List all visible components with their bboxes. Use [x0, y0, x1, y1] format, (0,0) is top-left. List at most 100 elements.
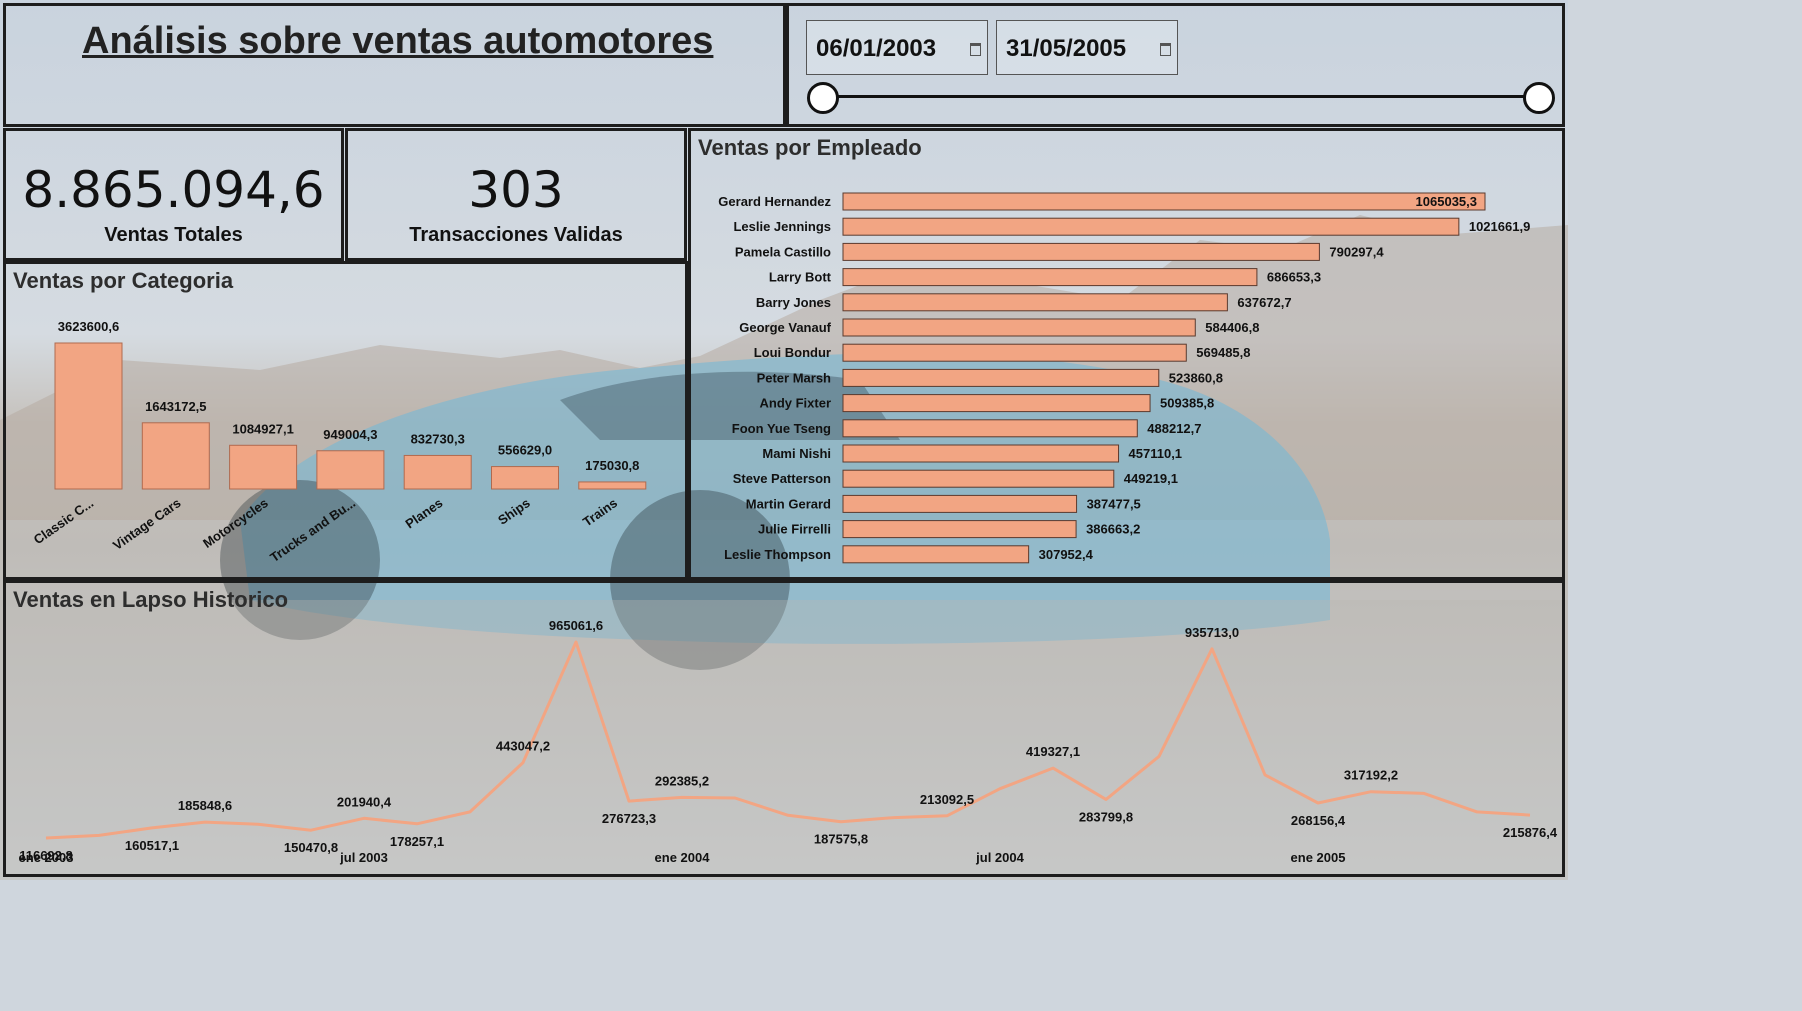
history-line-chart: 116692,8 160517,1 185848,6 150470,8 201940,4…	[19, 618, 1558, 865]
employee-bar	[842, 394, 1151, 413]
category-value-label: 949004,3	[323, 427, 377, 442]
history-point-label: 965061,6	[549, 618, 603, 633]
employee-value-label: 457110,1	[1129, 446, 1183, 461]
transactions-value: 303	[468, 161, 564, 219]
category-axis-label: Ships	[495, 495, 533, 528]
employee-value-label: 790297,4	[1329, 244, 1384, 259]
date-filter-panel: 06/01/2003 31/05/2005	[786, 3, 1565, 127]
employee-name-label: Larry Bott	[769, 270, 832, 285]
employee-bar	[842, 343, 1187, 362]
employee-name-label: Barry Jones	[756, 295, 831, 310]
history-point-label: 268156,4	[1291, 813, 1346, 828]
history-point-label: 276723,3	[602, 811, 656, 826]
employee-name-label: Andy Fixter	[759, 396, 831, 411]
history-point-label: 419327,1	[1026, 744, 1080, 759]
category-value-label: 1084927,1	[232, 421, 293, 436]
employee-value-label: 1065035,3	[1416, 194, 1477, 209]
employee-name-label: Steve Patterson	[733, 471, 831, 486]
history-chart-panel: Ventas en Lapso Historico 116692,8 160517…	[3, 580, 1565, 877]
history-x-tick-label: ene 2003	[19, 850, 74, 865]
category-bar	[141, 422, 210, 490]
category-value-label: 3623600,6	[58, 319, 119, 334]
total-sales-label: Ventas Totales	[104, 224, 243, 246]
category-axis-label: Trucks and Bu...	[267, 495, 358, 565]
employee-bar	[842, 268, 1258, 287]
employee-value-label: 637672,7	[1237, 295, 1291, 310]
category-axis-label: Classic C...	[31, 495, 96, 547]
history-x-tick-label: jul 2004	[975, 850, 1024, 865]
history-point-label: 443047,2	[496, 739, 550, 754]
employee-bar	[842, 545, 1030, 564]
employee-value-label: 523860,8	[1169, 370, 1223, 385]
page-title: Análisis sobre ventas automotores	[82, 20, 714, 62]
employee-name-label: Leslie Jennings	[733, 219, 831, 234]
employee-value-label: 686653,3	[1267, 270, 1321, 285]
employee-bar	[842, 192, 1486, 211]
history-point-label: 116692,8	[19, 848, 73, 863]
category-bar	[578, 481, 647, 490]
employee-value-label: 449219,1	[1124, 471, 1178, 486]
start-date-input[interactable]: 06/01/2003	[806, 20, 988, 75]
category-axis-label: Trains	[580, 495, 620, 529]
employee-name-label: George Vanauf	[739, 320, 831, 335]
date-slider-track[interactable]	[822, 95, 1541, 98]
date-slider-start-handle[interactable]	[807, 82, 839, 114]
history-x-tick-label: ene 2005	[1291, 850, 1346, 865]
history-point-label: 935713,0	[1185, 625, 1239, 640]
employee-bar	[842, 469, 1115, 488]
employee-value-label: 569485,8	[1196, 345, 1250, 360]
employee-bar	[842, 494, 1078, 513]
employee-name-label: Pamela Castillo	[735, 244, 831, 259]
employee-chart-title: Ventas por Empleado	[698, 135, 922, 160]
category-chart-title: Ventas por Categoria	[13, 268, 234, 293]
category-bar	[491, 466, 559, 490]
history-point-label: 160517,1	[125, 838, 179, 853]
history-point-label: 187575,8	[814, 832, 868, 847]
employee-name-label: Loui Bondur	[754, 345, 831, 360]
category-axis-label: Vintage Cars	[110, 495, 184, 553]
employee-value-label: 307952,4	[1039, 547, 1094, 562]
date-slider-end-handle[interactable]	[1523, 82, 1555, 114]
history-point-label: 178257,1	[390, 834, 444, 849]
history-point-label: 185848,6	[178, 798, 232, 813]
category-bar	[229, 444, 298, 490]
transactions-label: Transacciones Validas	[409, 224, 623, 246]
category-value-label: 556629,0	[498, 443, 552, 458]
employee-bar	[842, 419, 1138, 438]
history-x-tick-label: ene 2004	[655, 850, 711, 865]
employee-bar	[842, 217, 1460, 236]
category-axis-label: Planes	[402, 495, 445, 531]
employee-name-label: Julie Firrelli	[758, 522, 831, 537]
employee-bar	[842, 242, 1320, 261]
employee-bar	[842, 293, 1228, 312]
history-point-label: 213092,5	[920, 792, 974, 807]
start-date-value: 06/01/2003	[816, 35, 937, 62]
employee-name-label: Peter Marsh	[757, 370, 831, 385]
calendar-icon[interactable]	[1160, 43, 1171, 56]
employee-bar	[842, 444, 1120, 463]
employee-bar-chart: Gerard Hernandez 1065035,3 Leslie Jennings…	[718, 192, 1530, 564]
end-date-input[interactable]: 31/05/2005	[996, 20, 1178, 75]
kpi-transactions-card: 303 Transacciones Validas	[345, 128, 687, 261]
employee-bar	[842, 368, 1160, 387]
calendar-icon[interactable]	[970, 43, 981, 56]
history-chart-title: Ventas en Lapso Historico	[13, 587, 289, 612]
category-value-label: 832730,3	[411, 431, 465, 446]
employee-value-label: 509385,8	[1160, 396, 1214, 411]
category-axis-label: Motorcycles	[200, 495, 271, 551]
kpi-total-sales-card: 8.865.094,6 Ventas Totales	[3, 128, 344, 261]
category-value-label: 175030,8	[585, 458, 639, 473]
category-bar	[54, 342, 123, 490]
employee-value-label: 584406,8	[1205, 320, 1259, 335]
employee-value-label: 386663,2	[1086, 522, 1140, 537]
history-x-tick-label: jul 2003	[339, 850, 388, 865]
employee-name-label: Foon Yue Tseng	[732, 421, 831, 436]
category-bar	[316, 450, 385, 490]
category-bar-chart: 3623600,6 Classic C... 1643172,5 Vintage Ca…	[31, 319, 647, 565]
history-point-label: 150470,8	[284, 840, 338, 855]
history-point-label: 317192,2	[1344, 768, 1398, 783]
history-point-label: 292385,2	[655, 773, 709, 788]
history-point-label: 283799,8	[1079, 809, 1133, 824]
title-panel: Análisis sobre ventas automotores	[3, 3, 786, 127]
employee-name-label: Leslie Thompson	[724, 547, 831, 562]
